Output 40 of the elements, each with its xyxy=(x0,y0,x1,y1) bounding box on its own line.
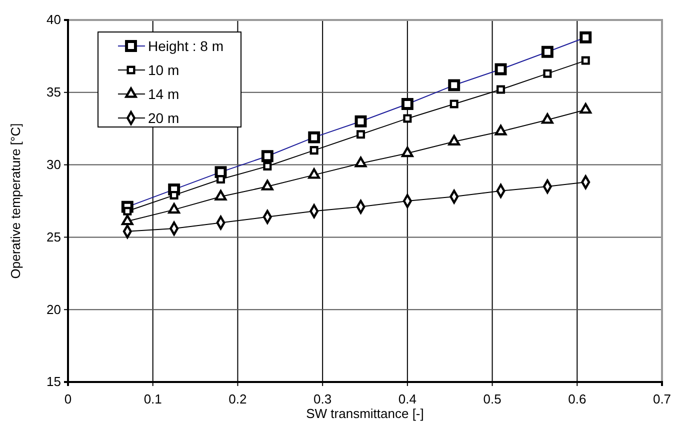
x-tick-label: 0.7 xyxy=(652,391,672,406)
legend-label: 20 m xyxy=(148,110,180,126)
x-tick-label: 0.1 xyxy=(144,391,162,406)
y-tick-label: 15 xyxy=(46,374,61,390)
point xyxy=(214,190,227,201)
y-tick-label: 20 xyxy=(46,302,61,317)
y-axis-title: Operative temperature [°C] xyxy=(8,123,23,279)
x-axis-title: SW transmittance [-] xyxy=(306,406,424,421)
y-tick-label: 30 xyxy=(46,156,61,172)
point xyxy=(356,130,366,139)
point xyxy=(121,214,134,226)
x-tick-label: 0.3 xyxy=(314,391,332,406)
point xyxy=(450,100,458,108)
y-tick-label: 35 xyxy=(46,84,61,100)
legend-label: Height : 8 m xyxy=(148,38,224,54)
point xyxy=(354,156,367,168)
point xyxy=(448,134,460,146)
point xyxy=(263,162,272,171)
point xyxy=(168,203,180,214)
legend-label: 10 m xyxy=(148,62,180,78)
point xyxy=(581,56,590,65)
point xyxy=(403,114,412,123)
point xyxy=(402,146,414,158)
x-tick-label: 0.2 xyxy=(228,391,247,406)
point xyxy=(494,124,507,136)
x-tick-label: 0.5 xyxy=(483,391,502,406)
point xyxy=(262,180,274,190)
legend-label: 14 m xyxy=(148,86,180,102)
x-tick-label: 0.4 xyxy=(398,391,416,406)
point xyxy=(542,113,554,124)
x-tick-label: 0 xyxy=(64,391,72,406)
point xyxy=(310,146,318,155)
point xyxy=(496,85,506,94)
point xyxy=(170,190,178,200)
point xyxy=(308,168,320,179)
y-tick-label: 40 xyxy=(46,12,61,28)
y-tick-label: 25 xyxy=(46,229,61,244)
x-tick-label: 0.6 xyxy=(568,391,586,406)
point xyxy=(580,103,592,114)
point xyxy=(543,69,552,78)
